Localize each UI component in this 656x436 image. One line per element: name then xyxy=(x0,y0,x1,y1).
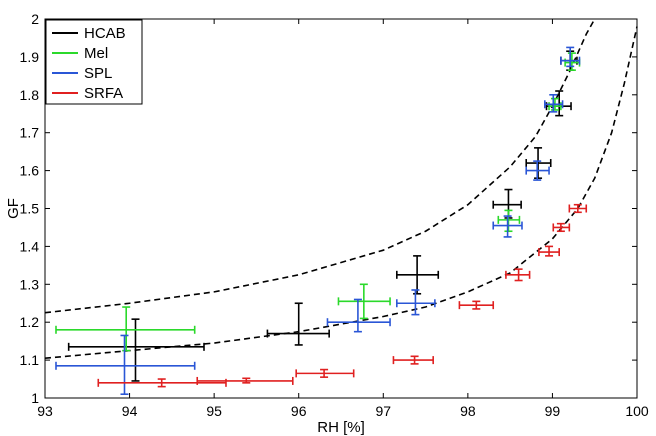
data-point xyxy=(266,302,330,346)
y-tick-label: 1.5 xyxy=(20,201,40,217)
y-tick-label: 1.1 xyxy=(20,352,40,368)
data-point xyxy=(392,355,434,365)
fit-curve-1 xyxy=(44,18,596,314)
data-point xyxy=(55,306,196,352)
x-tick-label: 100 xyxy=(625,403,649,419)
y-tick-label: 1.9 xyxy=(20,49,40,65)
fit-curves xyxy=(44,18,638,360)
data-point xyxy=(97,378,227,388)
x-tick-label: 95 xyxy=(206,403,222,419)
fit-curve-2 xyxy=(44,26,638,360)
y-tick-label: 2 xyxy=(31,11,39,27)
y-tick-label: 1.6 xyxy=(20,163,40,179)
data-point xyxy=(525,147,552,179)
x-tick-label: 98 xyxy=(460,403,476,419)
data-point xyxy=(396,255,440,295)
data-point xyxy=(458,300,495,310)
data-point xyxy=(326,298,391,333)
legend-label-spl: SPL xyxy=(84,65,112,82)
series-spl xyxy=(55,46,581,396)
y-axis-label: GF xyxy=(5,198,22,219)
data-point xyxy=(55,334,196,396)
data-point xyxy=(492,188,522,219)
x-axis-label: RH [%] xyxy=(317,419,365,436)
data-points xyxy=(55,46,588,396)
axis-ticks: 93 94 95 96 97 98 99 100 1 1.1 1.2 1.3 1.4 1.5 1.6 1.7 1… xyxy=(20,11,649,419)
data-point xyxy=(196,376,294,385)
data-point xyxy=(560,46,581,68)
y-tick-label: 1.8 xyxy=(20,87,40,103)
x-tick-label: 93 xyxy=(37,403,53,419)
y-tick-label: 1.4 xyxy=(20,238,40,254)
data-point xyxy=(505,268,531,282)
legend-label-hcab: HCAB xyxy=(84,25,126,42)
y-tick-label: 1.2 xyxy=(20,314,40,330)
x-tick-label: 99 xyxy=(545,403,561,419)
data-point xyxy=(492,215,523,238)
data-point xyxy=(525,160,550,181)
data-point xyxy=(337,283,391,320)
data-point xyxy=(538,245,560,257)
series-hcab xyxy=(67,50,578,382)
x-tick-label: 94 xyxy=(122,403,138,419)
y-tick-label: 1.3 xyxy=(20,276,40,292)
y-tick-label: 1.7 xyxy=(20,125,40,141)
legend-label-srfa: SRFA xyxy=(84,85,123,102)
data-point xyxy=(396,289,436,316)
data-point xyxy=(295,368,355,378)
x-tick-label: 97 xyxy=(375,403,391,419)
data-point xyxy=(497,209,521,233)
data-point xyxy=(552,222,571,233)
series-srfa xyxy=(97,203,588,388)
x-tick-label: 96 xyxy=(291,403,307,419)
y-tick-label: 1 xyxy=(31,390,39,406)
legend-label-mel: Mel xyxy=(84,45,108,62)
data-point xyxy=(544,94,564,113)
data-point xyxy=(568,203,588,214)
legend: HCAB Mel SPL SRFA xyxy=(45,19,143,105)
